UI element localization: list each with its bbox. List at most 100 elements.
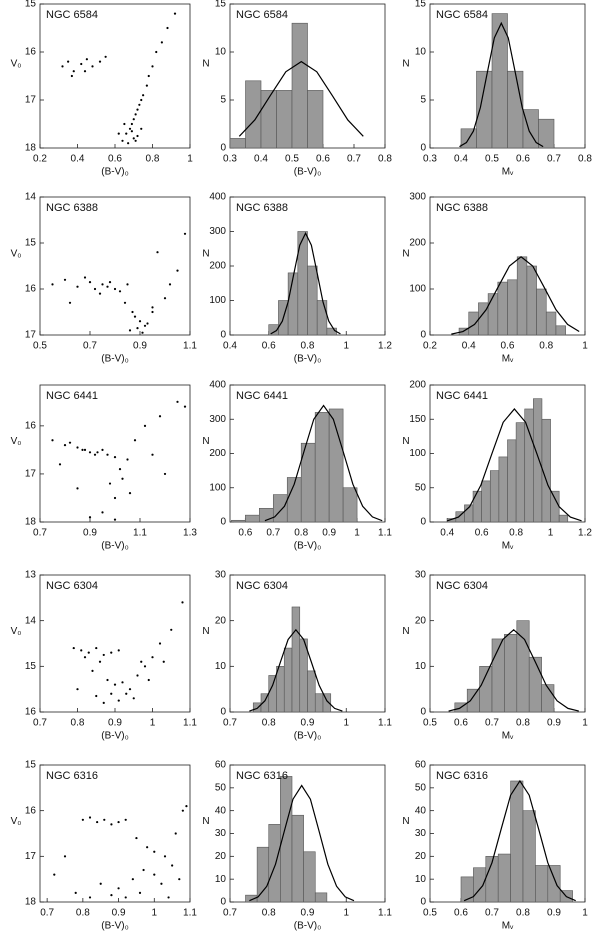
star-point bbox=[106, 678, 109, 682]
star-point bbox=[81, 818, 84, 821]
histogram-bar bbox=[541, 684, 555, 713]
star-point bbox=[121, 139, 124, 142]
y-axis-label: N bbox=[402, 626, 409, 637]
y-tick-label: 50 bbox=[415, 482, 427, 493]
star-point bbox=[127, 142, 130, 145]
star-point bbox=[134, 139, 137, 142]
y-axis-label: N bbox=[402, 436, 409, 447]
histogram-bar bbox=[536, 288, 547, 336]
star-point bbox=[163, 472, 167, 476]
y-tick-label: 16 bbox=[25, 47, 37, 58]
star-point bbox=[176, 269, 179, 272]
star-point bbox=[110, 823, 113, 826]
x-tick-label: 0.8 bbox=[578, 154, 592, 165]
star-point bbox=[185, 805, 188, 808]
star-point bbox=[93, 287, 97, 291]
histogram-bar bbox=[550, 490, 560, 523]
panel-title: NGC 6584 bbox=[436, 9, 488, 21]
star-point bbox=[143, 424, 147, 427]
x-tick-label: 0.5 bbox=[423, 718, 437, 729]
star-point bbox=[98, 292, 102, 295]
star-point bbox=[124, 896, 127, 899]
star-point bbox=[130, 122, 133, 126]
fit-curve bbox=[264, 404, 383, 522]
y-tick-label: 16 bbox=[25, 421, 37, 432]
star-point bbox=[76, 688, 79, 691]
star-point bbox=[83, 656, 87, 659]
y-tick-label: 400 bbox=[209, 192, 226, 203]
star-point bbox=[143, 665, 147, 668]
x-tick-label: 0.3 bbox=[423, 154, 437, 165]
x-tick-label: 0.8 bbox=[294, 528, 308, 539]
histogram-bar bbox=[507, 279, 518, 336]
y-tick-label: 60 bbox=[415, 760, 427, 771]
star-point bbox=[99, 882, 102, 885]
star-point bbox=[128, 688, 132, 691]
y-tick-label: 100 bbox=[209, 482, 226, 493]
y-axis-label: N bbox=[202, 626, 209, 637]
x-tick-label: 0.6 bbox=[454, 908, 468, 919]
x-tick-label: 0.6 bbox=[108, 154, 122, 165]
star-point bbox=[76, 446, 79, 449]
x-tick-label: 0.8 bbox=[516, 908, 530, 919]
star-point bbox=[102, 701, 105, 704]
star-point bbox=[74, 891, 77, 894]
x-tick-label: 0.5 bbox=[485, 154, 499, 165]
histogram-bar bbox=[487, 293, 499, 336]
star-point bbox=[131, 878, 134, 881]
x-tick-label: 0.6 bbox=[516, 154, 530, 165]
y-axis-label: N bbox=[202, 816, 209, 827]
histogram-bar bbox=[545, 311, 557, 336]
y-tick-label: 15 bbox=[25, 760, 37, 771]
star-point bbox=[118, 468, 122, 471]
y-tick-label: 18 bbox=[25, 143, 37, 154]
y-tick-label: 50 bbox=[415, 782, 427, 793]
x-tick-label: 0.7 bbox=[40, 908, 54, 919]
star-point bbox=[93, 453, 97, 456]
y-tick-label: 15 bbox=[25, 238, 37, 249]
plot-frame bbox=[39, 764, 191, 903]
histogram-bar bbox=[491, 13, 508, 149]
y-axis-label: N bbox=[402, 816, 409, 827]
star-point bbox=[130, 130, 133, 133]
histogram-bar bbox=[476, 70, 493, 149]
star-point bbox=[151, 306, 154, 309]
star-point bbox=[125, 692, 128, 695]
star-point bbox=[53, 873, 56, 876]
plot-frame bbox=[39, 3, 191, 149]
y-tick-label: 150 bbox=[409, 414, 426, 425]
star-point bbox=[142, 868, 145, 872]
y-tick-label: 15 bbox=[25, 661, 37, 672]
y-tick-label: 0 bbox=[420, 707, 426, 718]
star-point bbox=[80, 62, 83, 66]
x-tick-label: 0.9 bbox=[83, 528, 97, 539]
y-tick-label: 10 bbox=[415, 874, 427, 885]
star-point bbox=[104, 55, 107, 58]
x-tick-label: 0.3 bbox=[223, 154, 237, 165]
y-tick-label: 0 bbox=[220, 897, 226, 908]
star-point bbox=[110, 651, 113, 654]
x-axis-label: (B-V)₀ bbox=[101, 167, 128, 178]
x-tick-label: 0.2 bbox=[33, 154, 47, 165]
star-point bbox=[132, 697, 135, 700]
panel-title: NGC 6584 bbox=[46, 9, 98, 21]
y-tick-label: 40 bbox=[215, 805, 227, 816]
star-point bbox=[110, 692, 113, 695]
histogram-bar bbox=[299, 638, 308, 713]
x-tick-label: 1 bbox=[152, 908, 158, 919]
star-point bbox=[63, 855, 67, 858]
star-point bbox=[95, 694, 98, 698]
star-point bbox=[101, 448, 104, 451]
star-point bbox=[170, 628, 173, 631]
histogram-bar bbox=[497, 281, 508, 336]
panel-title: NGC 6441 bbox=[236, 390, 288, 402]
x-tick-label: 0.8 bbox=[146, 154, 160, 165]
star-point bbox=[113, 683, 117, 686]
x-tick-label: 0.7 bbox=[33, 528, 47, 539]
star-point bbox=[106, 453, 109, 456]
star-point bbox=[95, 646, 98, 650]
star-point bbox=[72, 70, 75, 73]
y-tick-label: 30 bbox=[215, 828, 227, 839]
histogram-bar bbox=[541, 418, 551, 523]
histogram-bar bbox=[272, 494, 288, 523]
